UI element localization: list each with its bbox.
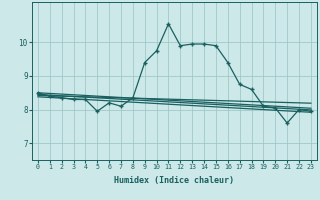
X-axis label: Humidex (Indice chaleur): Humidex (Indice chaleur) — [115, 176, 234, 185]
